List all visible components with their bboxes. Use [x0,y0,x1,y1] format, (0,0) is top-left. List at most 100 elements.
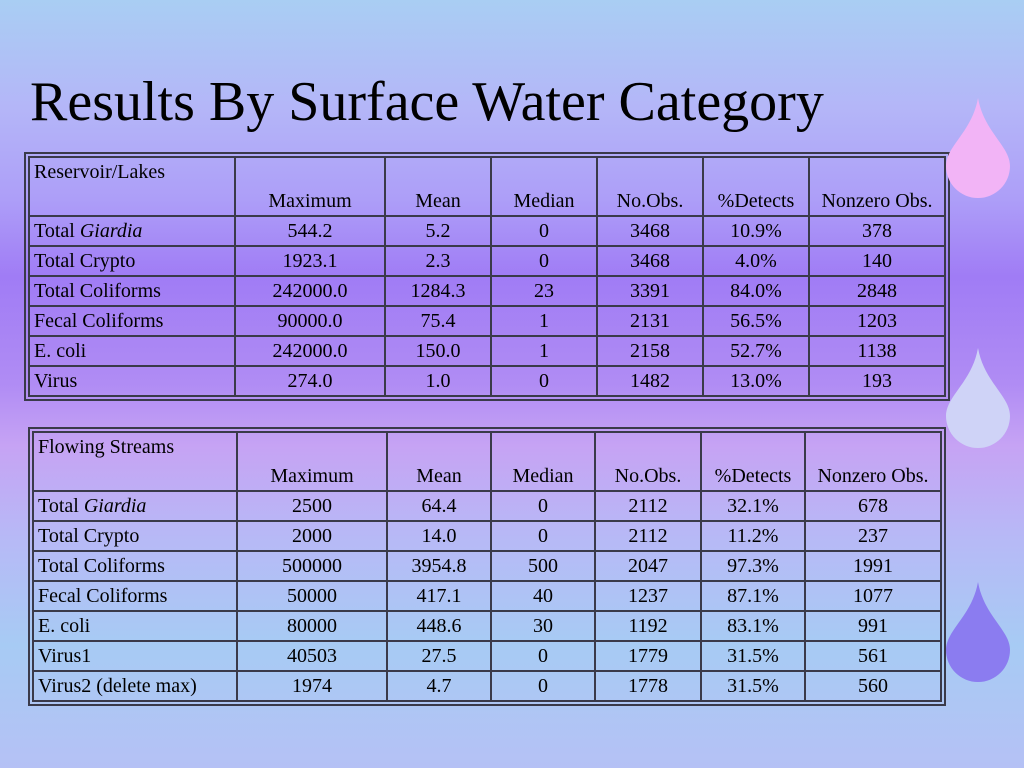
row-label-text: Total Coliforms [34,280,161,302]
table-cell: 1482 [596,365,704,397]
reservoir-lakes-table: Reservoir/Lakes Maximum Mean Median No.Obs.%… [24,152,950,401]
table-cell: 1 [490,305,598,337]
table-cell: 40503 [236,640,388,672]
table-cell: 11.2% [700,520,806,552]
column-header: No.Obs. [594,431,702,492]
column-header: Mean [386,431,492,492]
row-label-text: Total Crypto [34,250,136,272]
row-label-organism: Giardia [83,495,147,517]
table-cell: 991 [804,610,942,642]
table-cell: 0 [490,670,596,702]
table-cell: 4.0% [702,245,810,277]
row-label-text: Fecal Coliforms [34,310,164,332]
row-label-text: Virus1 [38,645,92,667]
table-cell: 1974 [236,670,388,702]
header-row: Flowing Streams Maximum Mean Median No.Obs.%… [32,431,942,492]
table-cell: 10.9% [702,215,810,247]
column-header: No.Obs. [596,156,704,217]
table-cell: 193 [808,365,946,397]
table-cell: 242000.0 [234,335,386,367]
row-label: Total Crypto [32,520,238,552]
table-cell: 560 [804,670,942,702]
table-row: Virus1 40503 27.5 0 1779 31.5% 561 [32,640,942,672]
row-label: E. coli [28,335,236,367]
row-label: Total Crypto [28,245,236,277]
table-cell: 140 [808,245,946,277]
column-header: Maximum [234,156,386,217]
table-row: Virus2 (delete max) 1974 4.7 0 1778 31.5% 560 [32,670,942,702]
table-cell: 40 [490,580,596,612]
table-cell: 3391 [596,275,704,307]
table-cell: 237 [804,520,942,552]
row-label: Total Giardia [28,215,236,247]
row-label: Total Coliforms [28,275,236,307]
column-header: Median [490,431,596,492]
table-row: Total Giardia 544.2 5.2 0 3468 10.9% 378 [28,215,946,247]
table-cell: 23 [490,275,598,307]
table-cell: 1138 [808,335,946,367]
table-row: Total Coliforms 242000.0 1284.3 23 3391 84.0%… [28,275,946,307]
table-cell: 2112 [594,490,702,522]
table-row: Fecal Coliforms 90000.0 75.4 1 2131 56.5% 1203 [28,305,946,337]
table-cell: 0 [490,365,598,397]
column-header: %Detects [700,431,806,492]
table-row: Virus 274.0 1.0 0 1482 13.0% 193 [28,365,946,397]
row-label-text: Fecal Coliforms [38,585,168,607]
table-cell: 150.0 [384,335,492,367]
row-label-text: Total Crypto [38,525,140,547]
row-label: Virus [28,365,236,397]
table-row: Total Crypto 2000 14.0 0 2112 11.2% 237 [32,520,942,552]
table-cell: 2131 [596,305,704,337]
table-cell: 500 [490,550,596,582]
table-cell: 3954.8 [386,550,492,582]
table-cell: 30 [490,610,596,642]
table-cell: 1203 [808,305,946,337]
table-row: E. coli 242000.0 150.0 1 2158 52.7% 1138 [28,335,946,367]
table-cell: 31.5% [700,670,806,702]
table-cell: 417.1 [386,580,492,612]
table-cell: 274.0 [234,365,386,397]
row-label: E. coli [32,610,238,642]
table-cell: 32.1% [700,490,806,522]
row-label-text: Total [38,495,84,517]
header-row: Reservoir/Lakes Maximum Mean Median No.Obs.%… [28,156,946,217]
table-cell: 13.0% [702,365,810,397]
water-drop-violet-icon [946,582,1010,682]
table-cell: 0 [490,215,598,247]
table-cell: 80000 [236,610,388,642]
row-label-text: E. coli [34,340,87,362]
column-header: Median [490,156,598,217]
table-cell: 1923.1 [234,245,386,277]
table-cell: 500000 [236,550,388,582]
table-cell: 52.7% [702,335,810,367]
table-row: Total Coliforms 500000 3954.8 500 2047 97.3% 1… [32,550,942,582]
table-cell: 544.2 [234,215,386,247]
row-label: Virus1 [32,640,238,672]
table-cell: 2158 [596,335,704,367]
table-row: E. coli 80000 448.6 30 1192 83.1% 991 [32,610,942,642]
row-label-text: Virus [34,370,78,392]
table-cell: 1284.3 [384,275,492,307]
row-label-text: Virus2 (delete max) [38,675,197,697]
table-cell: 678 [804,490,942,522]
table-cell: 83.1% [700,610,806,642]
table-row: Fecal Coliforms 50000 417.1 40 1237 87.1% 1077 [32,580,942,612]
row-label-text: Total [34,220,80,242]
flowing-streams-table: Flowing Streams Maximum Mean Median No.Obs.%… [28,427,946,706]
table-cell: 0 [490,520,596,552]
row-label: Virus2 (delete max) [32,670,238,702]
column-header: Nonzero Obs. [808,156,946,217]
table-cell: 90000.0 [234,305,386,337]
table-cell: 2500 [236,490,388,522]
row-label: Fecal Coliforms [32,580,238,612]
table-cell: 4.7 [386,670,492,702]
table-cell: 0 [490,490,596,522]
column-header: Mean [384,156,492,217]
row-label-organism: Giardia [79,220,143,242]
column-header: Maximum [236,431,388,492]
water-drop-pink-icon [946,98,1010,198]
column-header: Nonzero Obs. [804,431,942,492]
table-cell: 27.5 [386,640,492,672]
table-cell: 2047 [594,550,702,582]
table-cell: 242000.0 [234,275,386,307]
